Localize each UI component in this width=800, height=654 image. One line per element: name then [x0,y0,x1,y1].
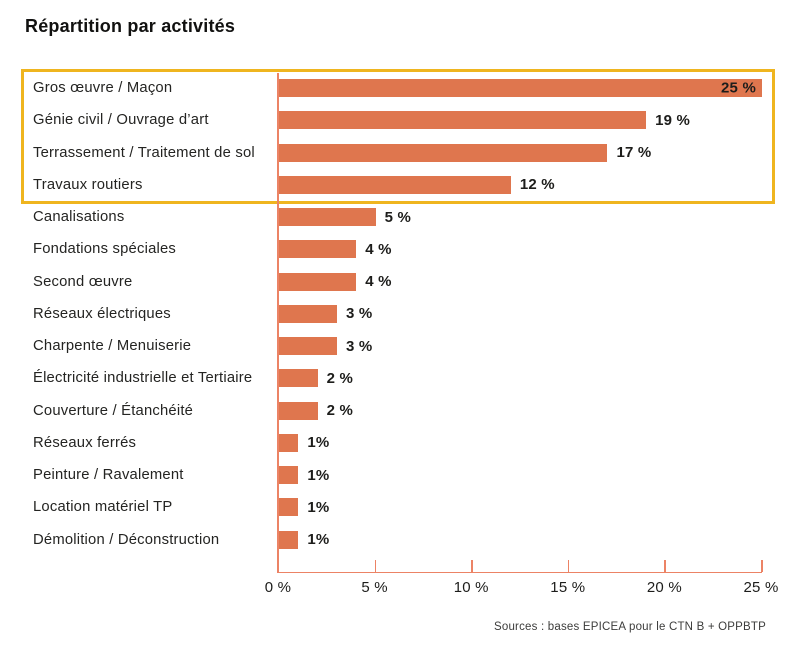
y-axis-line [277,73,279,573]
chart-row: Fondations spéciales 4 % [0,233,800,265]
source-caption: Sources : bases EPICEA pour le CTN B + O… [493,621,766,633]
category-label: Fondations spéciales [33,241,177,258]
bar [279,240,357,259]
bar [279,433,299,452]
value-label: 4 % [365,273,392,291]
row-plot: 3 % [279,330,372,362]
bar [279,272,357,291]
chart-row: Terrassement / Traitement de sol 17 % [0,137,800,169]
chart-row: Travaux routiers 12 % [0,169,800,201]
bar [279,143,608,162]
chart-row: Réseaux électriques 3 % [0,298,800,330]
row-plot: 1% [279,459,329,491]
bar [279,530,299,549]
category-label: Terrassement / Traitement de sol [33,144,255,161]
bar [279,111,647,130]
category-label: Charpente / Menuiserie [33,338,192,355]
category-label: Second œuvre [33,273,133,290]
row-plot: 12 % [279,169,555,201]
bar: 25 % [279,79,762,98]
row-plot: 2 % [279,395,353,427]
chart-row: Électricité industrielle et Tertiaire 2 % [0,362,800,394]
bar [279,337,337,356]
value-label: 19 % [655,111,691,129]
value-label: 1% [307,498,330,516]
value-label: 17 % [616,144,652,162]
x-axis-tick [761,560,763,572]
row-plot: 1% [279,491,329,523]
value-label: 3 % [345,305,373,323]
row-plot: 25 % [279,72,762,104]
chart-row: Second œuvre 4 % [0,266,800,298]
bar [279,304,337,323]
value-label: 2 % [326,402,354,420]
row-plot: 5 % [279,201,411,233]
value-label: 1% [307,434,330,452]
chart-row: Canalisations 5 % [0,201,800,233]
category-label: Électricité industrielle et Tertiaire [33,370,253,387]
value-label: 1% [307,466,330,484]
row-plot: 3 % [279,298,372,330]
chart-row: Gros œuvre / Maçon 25 % [0,72,800,104]
value-label: 3 % [345,337,373,355]
chart-row: Peinture / Ravalement 1% [0,459,800,491]
value-label: 12 % [519,176,555,194]
row-plot: 19 % [279,104,690,136]
bar [279,466,299,485]
x-axis-tick-label: 20 % [646,579,682,596]
x-axis-tick [471,560,473,572]
x-axis-tick-label: 25 % [743,579,779,596]
category-label: Réseaux électriques [33,305,171,322]
value-label: 5 % [384,208,412,226]
chart-row: Couverture / Étanchéité 2 % [0,395,800,427]
page-title: Répartition par activités [25,16,236,36]
x-axis-tick [664,560,666,572]
bar [279,175,511,194]
bar [279,498,299,517]
row-plot: 1% [279,427,329,459]
value-label: 1% [307,531,330,549]
category-label: Couverture / Étanchéité [33,402,194,419]
category-label: Génie civil / Ouvrage d’art [33,112,209,129]
value-label: 4 % [365,240,392,258]
value-label: 25 % [721,79,756,97]
row-plot: 4 % [279,233,392,265]
value-label: 2 % [326,369,354,387]
chart-row: Location matériel TP 1% [0,491,800,523]
bar [279,208,376,227]
category-label: Location matériel TP [33,499,173,516]
row-plot: 4 % [279,266,392,298]
x-axis-tick-label: 0 % [264,579,292,596]
category-label: Réseaux ferrés [33,434,137,451]
chart-row: Réseaux ferrés 1% [0,427,800,459]
x-axis-tick-label: 15 % [550,579,586,596]
row-plot: 17 % [279,137,651,169]
x-axis-tick-label: 10 % [453,579,489,596]
category-label: Gros œuvre / Maçon [33,80,173,97]
category-label: Travaux routiers [33,176,143,193]
chart-row: Génie civil / Ouvrage d’art 19 % [0,104,800,136]
chart-row: Charpente / Menuiserie 3 % [0,330,800,362]
bar [279,401,318,420]
category-label: Canalisations [33,209,125,226]
row-plot: 1% [279,524,329,556]
x-axis-tick-label: 5 % [361,579,388,596]
x-axis-tick [567,560,570,572]
chart-row: Démolition / Déconstruction 1% [0,524,800,556]
x-axis-line [277,571,762,573]
row-plot: 2 % [279,362,353,394]
bars-area: Gros œuvre / Maçon 25 % Génie civil / Ouvr… [0,72,800,556]
x-axis-tick [374,560,377,572]
bar [279,369,318,388]
category-label: Démolition / Déconstruction [33,531,220,548]
category-label: Peinture / Ravalement [33,467,184,484]
